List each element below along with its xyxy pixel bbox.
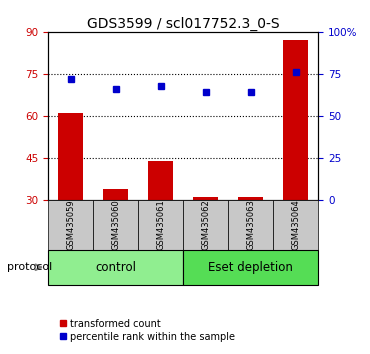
Bar <box>183 250 318 285</box>
Bar <box>193 197 218 200</box>
Bar <box>148 161 173 200</box>
Bar <box>273 200 318 250</box>
Text: GSM435059: GSM435059 <box>66 199 75 250</box>
Title: GDS3599 / scl017752.3_0-S: GDS3599 / scl017752.3_0-S <box>87 17 279 31</box>
Text: GSM435060: GSM435060 <box>111 199 120 250</box>
Text: GSM435063: GSM435063 <box>246 199 255 250</box>
Text: control: control <box>95 261 136 274</box>
Bar <box>58 113 83 200</box>
Bar <box>138 200 183 250</box>
Text: protocol: protocol <box>7 262 53 272</box>
Legend: transformed count, percentile rank within the sample: transformed count, percentile rank withi… <box>57 315 239 346</box>
Text: GSM435064: GSM435064 <box>291 199 300 250</box>
Bar <box>48 250 183 285</box>
Bar <box>183 200 228 250</box>
Bar <box>48 200 93 250</box>
Bar <box>103 189 128 200</box>
Text: GSM435061: GSM435061 <box>156 199 165 250</box>
Text: GSM435062: GSM435062 <box>201 199 210 250</box>
Bar <box>228 200 273 250</box>
Bar <box>238 197 263 200</box>
Text: Eset depletion: Eset depletion <box>208 261 293 274</box>
Bar <box>93 200 138 250</box>
Bar <box>283 40 308 200</box>
